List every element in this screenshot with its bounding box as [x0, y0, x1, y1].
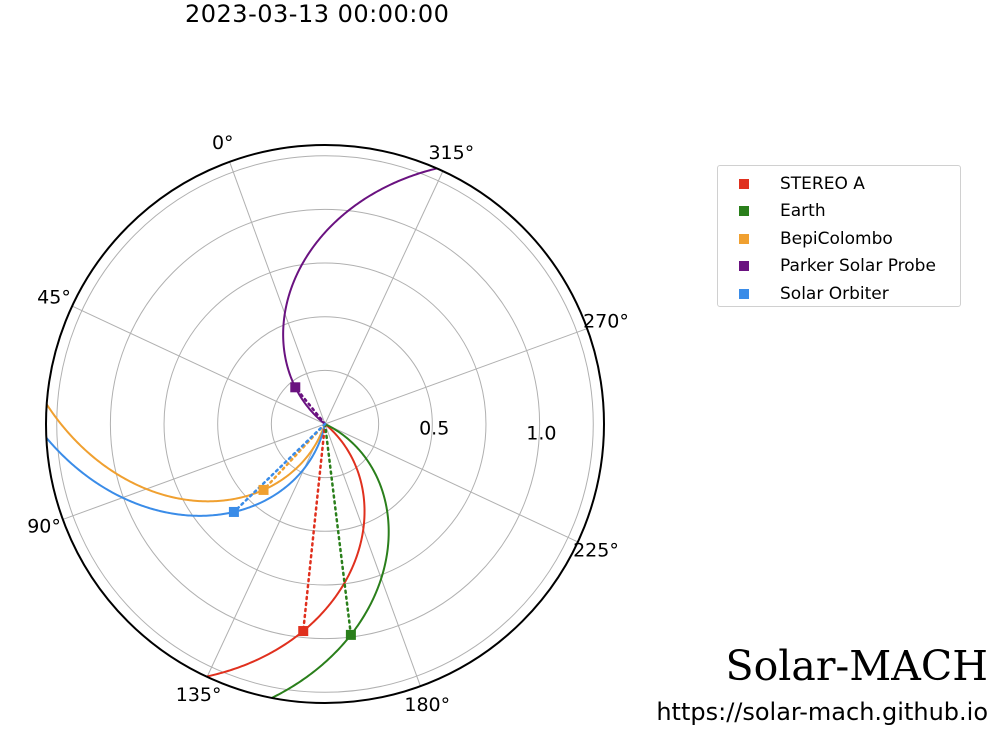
angular-gridline — [324, 423, 579, 543]
radial-gridline — [270, 369, 380, 479]
polar-frame — [45, 144, 605, 704]
legend-marker — [739, 206, 749, 217]
legend-marker — [739, 261, 749, 272]
spiral-2 — [46, 395, 326, 503]
angular-gridline — [324, 423, 421, 687]
legend-label: Earth — [780, 201, 826, 222]
brand-url: https://solar-mach.github.io — [656, 698, 988, 726]
legend-item-solar-orbiter: Solar Orbiter — [718, 280, 960, 308]
angular-tick-label: 315° — [428, 142, 474, 164]
sun-line-3 — [294, 386, 327, 426]
legend-label: Parker Solar Probe — [780, 256, 936, 277]
angular-tick-label: 225° — [573, 539, 619, 561]
legend-item-stereo-a: STEREO A — [718, 170, 960, 198]
legend-marker — [739, 233, 749, 244]
legend: STEREO A Earth BepiColombo Parker Solar … — [717, 165, 961, 307]
sun-line-0 — [301, 422, 327, 633]
radial-gridline — [56, 155, 594, 693]
angular-gridline — [324, 170, 444, 425]
brand-name: Solar-MACH — [725, 642, 989, 690]
angular-tick-label: 0° — [212, 132, 234, 154]
spiral-4 — [46, 423, 326, 517]
sun-line-2 — [262, 422, 327, 492]
radial-gridline — [163, 262, 487, 586]
legend-item-bepicolombo: BepiColombo — [718, 225, 960, 253]
legend-item-earth: Earth — [718, 198, 960, 226]
radial-gridline — [109, 208, 541, 640]
legend-label: Solar Orbiter — [780, 283, 889, 304]
legend-item-parker-solar-probe: Parker Solar Probe — [718, 253, 960, 281]
angular-gridline — [229, 161, 326, 425]
marker-0 — [298, 626, 309, 637]
angular-tick-label: 90° — [27, 515, 61, 537]
angular-gridline — [324, 328, 588, 425]
legend-label: BepiColombo — [780, 228, 893, 249]
legend-marker — [739, 288, 749, 299]
marker-2 — [258, 484, 269, 495]
marker-4 — [228, 506, 239, 517]
angular-tick-label: 135° — [176, 684, 222, 706]
legend-marker — [739, 178, 749, 189]
angular-tick-label: 180° — [404, 694, 450, 716]
angular-gridline — [71, 305, 326, 425]
angular-tick-label: 45° — [37, 287, 71, 309]
angular-gridline — [62, 423, 326, 520]
legend-label: STEREO A — [780, 173, 865, 194]
chart-title: 2023-03-13 00:00:00 — [185, 0, 450, 28]
angular-tick-label: 270° — [583, 311, 629, 333]
marker-1 — [345, 629, 356, 640]
radial-tick-label: 1.0 — [526, 422, 556, 444]
marker-3 — [290, 382, 301, 393]
radial-gridline — [217, 316, 433, 532]
spiral-1 — [263, 423, 390, 703]
sun-line-1 — [323, 422, 353, 637]
spiral-0 — [197, 423, 366, 680]
radial-tick-label: 0.5 — [419, 418, 449, 440]
sun-line-4 — [232, 422, 327, 514]
